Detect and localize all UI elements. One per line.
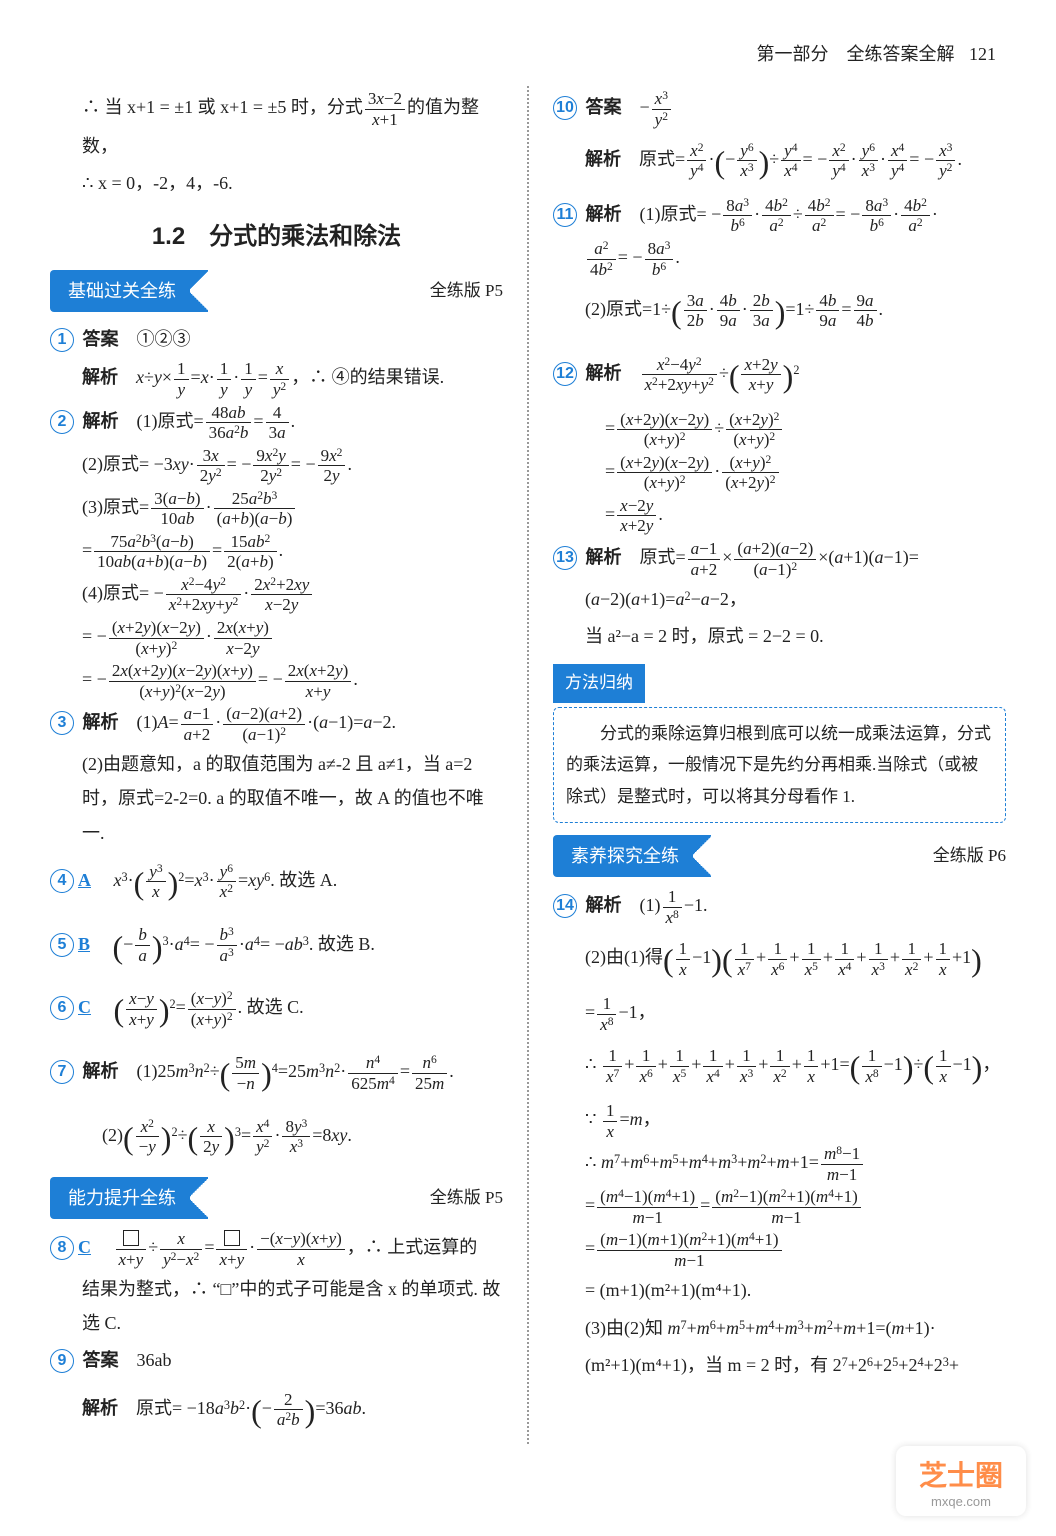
q14-2c: ∴ 1x7+1x6+1x5+1x4+1x3+1x2+1x+1=(1x8−1)÷(… bbox=[553, 1037, 1006, 1098]
pageref-p6: 全练版 P6 bbox=[933, 840, 1006, 872]
pill-row-ability: 能力提升全练 全练版 P5 bbox=[50, 1177, 503, 1219]
qnum-5: 5 bbox=[50, 933, 74, 957]
q13: 13 解析 原式=a−1a+2×(a+2)(a−2)(a−1)2×(a+1)(a… bbox=[553, 539, 1006, 579]
q8b: 结果为整式，∴ “□”中的式子可能是含 x 的单项式. 故选 C. bbox=[50, 1272, 503, 1340]
carryover-line-1: ∴ 当 x+1 = ±1 或 x+1 = ±5 时，分式3x−2x+1的值为整数… bbox=[50, 89, 503, 163]
q14-2: (2)由(1)得(1x−1)(1x7+1x6+1x5+1x4+1x3+1x2+1… bbox=[553, 930, 1006, 991]
q14: 14 解析 (1)1x8−1. bbox=[553, 887, 1006, 927]
q2-4c: = −2x(x+2y)(x−2y)(x+y)(x+y)2(x−2y)= −2x(… bbox=[50, 661, 503, 701]
q13c: 当 a²−a = 2 时，原式 = 2−2 = 0. bbox=[553, 619, 1006, 653]
pageref-p5-2: 全练版 P5 bbox=[430, 1182, 503, 1214]
pageref-p5-1: 全练版 P5 bbox=[430, 275, 503, 307]
column-divider bbox=[527, 86, 529, 1444]
q12b: =(x+2y)(x−2y)(x+y)2÷(x+2y)2(x+y)2 bbox=[553, 410, 1006, 450]
q14-2e: ∴ m7+m6+m5+m4+m3+m2+m+1=m8−1m−1 bbox=[553, 1144, 1006, 1184]
section-name: 第一部分 全练答案全解 bbox=[757, 44, 955, 64]
qnum-4: 4 bbox=[50, 869, 74, 893]
q6: 6C (x−yx+y)2=(x−y)2(x+y)2. 故选 C. bbox=[50, 980, 503, 1041]
q9: 9 答案 36ab bbox=[50, 1343, 503, 1377]
q2-4b: = −(x+2y)(x−2y)(x+y)2·2x(x+y)x−2y bbox=[50, 618, 503, 658]
q11-2: (2)原式=1÷(3a2b·4b9a·2b3a)=1÷4b9a=9a4b. bbox=[553, 282, 1006, 343]
q1-analysis: 解析 x÷y×1y=x·1y·1y=xy2，∴ ④的结果错误. bbox=[50, 359, 503, 399]
q2-4: (4)原式= −x2−4y2x2+2xy+y2·2x2+2xyx−2y bbox=[50, 575, 503, 615]
watermark: 芝士圈 mxqe.com bbox=[896, 1446, 1026, 1516]
qnum-11: 11 bbox=[553, 203, 577, 227]
q3: 3 解析 (1)A=a−1a+2·(a−2)(a+2)(a−1)2·(a−1)=… bbox=[50, 704, 503, 744]
q7: 7 解析 (1)25m3n2÷(5m−n)4=25m3n2·n4625m4=n6… bbox=[50, 1044, 503, 1105]
q10: 10 答案 −x3y2 bbox=[553, 89, 1006, 129]
q8: 8C x+y÷xy2−x2=x+y·−(x−y)(x+y)x，∴ 上式运算的 bbox=[50, 1229, 503, 1269]
left-column: ∴ 当 x+1 = ±1 或 x+1 = ±5 时，分式3x−2x+1的值为整数… bbox=[50, 86, 503, 1444]
q2-3b: =75a2b3(a−b)10ab(a+b)(a−b)=15ab22(a+b). bbox=[50, 532, 503, 572]
watermark-url: mxqe.com bbox=[931, 1494, 991, 1509]
page-header: 第一部分 全练答案全解 121 bbox=[50, 40, 1006, 66]
q14-2h: = (m+1)(m²+1)(m⁴+1). bbox=[553, 1273, 1006, 1307]
section-title: 1.2 分式的乘法和除法 bbox=[50, 214, 503, 260]
qnum-12: 12 bbox=[553, 362, 577, 386]
q12: 12 解析 x2−4y2x2+2xy+y2÷(x+2yx+y)2 bbox=[553, 346, 1006, 407]
qnum-9: 9 bbox=[50, 1349, 74, 1373]
answer-label: 答案 bbox=[83, 329, 119, 349]
pill-row-quality: 素养探究全练 全练版 P6 bbox=[553, 835, 1006, 877]
q14-2g: =(m−1)(m+1)(m2+1)(m4+1)m−1 bbox=[553, 1230, 1006, 1270]
q2-3: (3)原式=3(a−b)10ab·25a2b3(a+b)(a−b) bbox=[50, 489, 503, 529]
pill-basic: 基础过关全练 bbox=[50, 270, 190, 312]
q14-2b: =1x8−1， bbox=[553, 994, 1006, 1034]
q5: 5B (−ba)3·a4= −b3a3·a4= −ab3. 故选 B. bbox=[50, 917, 503, 978]
q10-analysis: 解析 原式=x2y4·(−y6x3)÷y4x4= −x2y4·y6x3·x4y4… bbox=[553, 132, 1006, 193]
method-label: 方法归纳 bbox=[553, 664, 645, 702]
q14-2f: =(m4−1)(m4+1)m−1=(m2−1)(m2+1)(m4+1)m−1 bbox=[553, 1187, 1006, 1227]
q1: 1 答案 ①②③ bbox=[50, 322, 503, 356]
carryover-line-2: ∴ x = 0，-2，4，-6. bbox=[50, 166, 503, 200]
qnum-8: 8 bbox=[50, 1236, 74, 1260]
q12c: =(x+2y)(x−2y)(x+y)2·(x+y)2(x+2y)2 bbox=[553, 453, 1006, 493]
q14-2d: ∵ 1x=m， bbox=[553, 1101, 1006, 1141]
qnum-14: 14 bbox=[553, 894, 577, 918]
q3b: (2)由题意知，a 的取值范围为 a≠-2 且 a≠1，当 a=2时，原式=2-… bbox=[50, 747, 503, 850]
pill-row-basic: 基础过关全练 全练版 P5 bbox=[50, 270, 503, 312]
q13b: (a−2)(a+1)=a2−a−2， bbox=[553, 582, 1006, 616]
pill-quality: 素养探究全练 bbox=[553, 835, 693, 877]
qnum-3: 3 bbox=[50, 711, 74, 735]
q14-3b: (m²+1)(m⁴+1)，当 m = 2 时，有 27+26+25+24+23+ bbox=[553, 1348, 1006, 1382]
q12d: =x−2yx+2y. bbox=[553, 496, 1006, 536]
q2-2: (2)原式= −3xy·3x2y2= −9x2y2y2= −9x22y. bbox=[50, 446, 503, 486]
qnum-2: 2 bbox=[50, 410, 74, 434]
page-number: 121 bbox=[969, 44, 996, 64]
q9-analysis: 解析 原式= −18a3b2·(−2a2b)=36ab. bbox=[50, 1381, 503, 1442]
watermark-logo: 芝士圈 bbox=[919, 1454, 1003, 1494]
two-column-layout: ∴ 当 x+1 = ±1 或 x+1 = ±5 时，分式3x−2x+1的值为整数… bbox=[50, 86, 1006, 1444]
pill-ability: 能力提升全练 bbox=[50, 1177, 190, 1219]
qnum-13: 13 bbox=[553, 546, 577, 570]
method-box: 分式的乘除运算归根到底可以统一成乘法运算，分式的乘法运算，一般情况下是先约分再相… bbox=[553, 707, 1006, 823]
qnum-6: 6 bbox=[50, 996, 74, 1020]
q11: 11 解析 (1)原式= −8a3b6·4b2a2÷4b2a2= −8a3b6·… bbox=[553, 196, 1006, 236]
q2: 2 解析 (1)原式=48ab36a2b=43a. bbox=[50, 403, 503, 443]
right-column: 10 答案 −x3y2 解析 原式=x2y4·(−y6x3)÷y4x4= −x2… bbox=[553, 86, 1006, 1444]
q7-2: (2)(x2−y)2÷(x2y)3=x4y2·8y3x3=8xy. bbox=[50, 1108, 503, 1169]
q14-3: (3)由(2)知 m7+m6+m5+m4+m3+m2+m+1=(m+1)· bbox=[553, 1311, 1006, 1345]
qnum-1: 1 bbox=[50, 328, 74, 352]
qnum-7: 7 bbox=[50, 1060, 74, 1084]
qnum-10: 10 bbox=[553, 96, 577, 120]
q11b: a24b2= −8a3b6. bbox=[553, 239, 1006, 279]
q4: 4A x3·(y3x)2=x3·y6x2=xy6. 故选 A. bbox=[50, 853, 503, 914]
